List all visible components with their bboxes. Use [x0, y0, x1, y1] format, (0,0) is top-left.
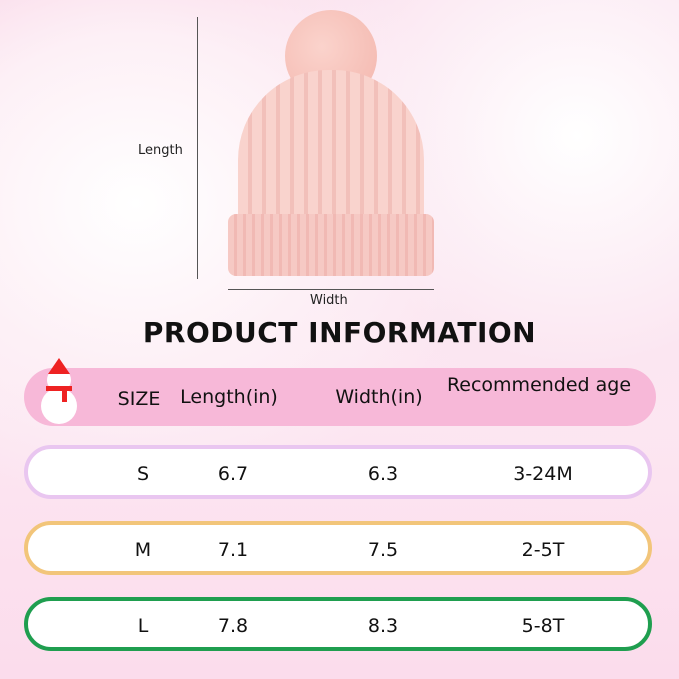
width-label: Width — [310, 293, 348, 308]
cell-age: 3-24M — [513, 463, 573, 485]
cell-length: 6.7 — [217, 463, 249, 485]
header-size: SIZE — [117, 388, 161, 410]
cell-size: S — [136, 463, 150, 485]
cell-width: 7.5 — [367, 539, 399, 561]
hat-cuff — [228, 214, 434, 276]
page-title: PRODUCT INFORMATION — [142, 316, 537, 349]
length-line — [197, 17, 198, 279]
table-row: M 7.1 7.5 2-5T — [24, 521, 652, 575]
cell-size: L — [137, 615, 149, 637]
cell-length: 7.8 — [217, 615, 249, 637]
snowman-icon — [41, 358, 77, 424]
hat-image — [238, 70, 424, 230]
cell-length: 7.1 — [217, 539, 249, 561]
cell-width: 8.3 — [367, 615, 399, 637]
cell-size: M — [134, 539, 152, 561]
cell-age: 5-8T — [521, 615, 565, 637]
width-line — [228, 289, 434, 290]
table-header: SIZE Length(in) Width(in) Recommended ag… — [24, 358, 656, 426]
table-row: S 6.7 6.3 3-24M — [24, 445, 652, 499]
header-width: Width(in) — [335, 386, 423, 408]
table-row: L 7.8 8.3 5-8T — [24, 597, 652, 651]
header-age: Recommended age — [446, 374, 632, 396]
cell-width: 6.3 — [367, 463, 399, 485]
header-length: Length(in) — [180, 386, 278, 408]
length-label: Length — [138, 143, 183, 158]
cell-age: 2-5T — [521, 539, 565, 561]
